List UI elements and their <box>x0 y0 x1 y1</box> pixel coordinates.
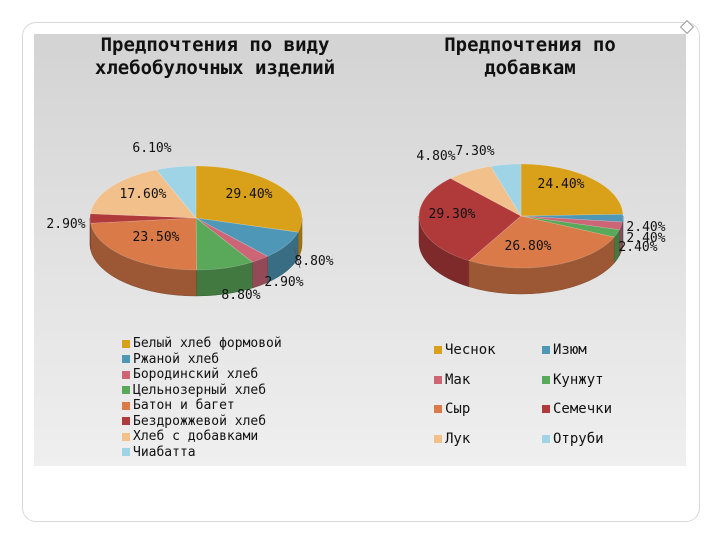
pie-slice-Чиабатта <box>155 165 197 219</box>
legend-swatch <box>434 375 442 384</box>
data-label: 8.80% <box>294 254 333 269</box>
legend-label: Сыр <box>445 401 471 417</box>
legend-item: Чеснок <box>434 342 496 358</box>
legend-swatch <box>122 401 130 410</box>
leader-line <box>293 246 301 269</box>
data-label: 17.60% <box>120 187 167 202</box>
pie-slice-Изюм <box>520 213 624 223</box>
data-label: 29.40% <box>226 187 273 202</box>
legend-swatch <box>122 417 130 426</box>
legend-swatch <box>122 339 130 348</box>
legend-label: Семечки <box>553 401 613 417</box>
legend-swatch <box>122 448 130 457</box>
data-label: 2.40% <box>626 231 665 246</box>
data-label: 2.40% <box>626 220 665 235</box>
legend-swatch <box>122 432 130 441</box>
legend-label: Отруби <box>553 430 604 447</box>
pie-slice-Бородинский хлеб <box>195 217 269 263</box>
legend-item: Батон и багет <box>122 398 282 414</box>
legend-item: Цельнозерный хлеб <box>122 383 282 399</box>
legend-item: Бездрожжевой хлеб <box>122 414 282 430</box>
data-label: 8.80% <box>221 288 260 303</box>
legend-swatch <box>542 375 550 384</box>
pie-slice-Лук <box>449 166 522 217</box>
data-label: 23.50% <box>133 230 180 245</box>
chart-title-additives: Предпочтения по добавкам <box>444 34 616 79</box>
pie-slice-Ржаной хлеб <box>195 217 299 257</box>
legend-label: Чеснок <box>445 342 496 358</box>
legend-item: Сыр <box>434 401 470 417</box>
data-label: 2.40% <box>618 240 657 255</box>
pie-slice-Белый хлеб формовой <box>195 165 303 233</box>
legend-swatch <box>542 434 550 443</box>
pie-slice-Хлеб с добавками <box>90 169 197 219</box>
legend-item: Лук <box>434 431 470 447</box>
pie-slice-Отруби <box>490 163 522 218</box>
pie-slice-Батон и багет <box>90 217 197 271</box>
legend-swatch <box>122 386 130 395</box>
legend-label: Цельнозерный хлеб <box>133 382 267 398</box>
legend-item: Семечки <box>542 401 612 417</box>
data-label: 29.30% <box>429 207 476 222</box>
legend-item: Белый хлеб формовой <box>122 336 282 352</box>
legend-additives: Чеснок Изюм Мак Кунжут Сыр Семечки Лук Отруби <box>434 342 654 452</box>
legend-item: Ржаной хлеб <box>122 352 282 368</box>
legend-item: Изюм <box>542 342 587 358</box>
pie-chart-1: 24.40%2.40%2.40%2.40%26.80%29.30%7.30%4.… <box>416 144 666 295</box>
data-label: 4.80% <box>416 149 455 164</box>
legend-swatch <box>122 355 130 364</box>
legend-label: Мак <box>445 371 471 388</box>
legend-label: Изюм <box>553 342 587 358</box>
pie-slice-Семечки <box>418 178 522 262</box>
data-label: 6.10% <box>132 141 171 156</box>
data-label: 26.80% <box>505 239 552 254</box>
legend-label: Хлеб с добавками <box>133 429 259 445</box>
pie-slice-Мак <box>520 215 623 231</box>
legend-label: Лук <box>445 430 471 447</box>
legend-label: Бездрожжевой хлеб <box>133 413 267 429</box>
legend-item: Отруби <box>542 431 604 447</box>
pie-chart-0: 29.40% 8.80% 2.90% 8.80% 23.50% 2.90% 17.60% 6.… <box>46 141 333 303</box>
legend-swatch <box>122 370 130 379</box>
data-label: 24.40% <box>538 177 585 192</box>
legend-label: Ржаной хлеб <box>133 351 220 367</box>
data-label: 7.30% <box>455 144 494 159</box>
legend-item: Мак <box>434 372 470 388</box>
pie-slice-Кунжут <box>520 215 620 238</box>
legend-item: Кунжут <box>542 372 604 388</box>
legend-swatch <box>542 346 550 354</box>
pie-slice-Цельнозерный хлеб <box>195 217 253 271</box>
data-label: 2.90% <box>264 275 303 290</box>
legend-label: Чиабатта <box>133 444 196 460</box>
legend-swatch <box>434 405 442 413</box>
legend-label: Батон и багет <box>133 398 235 414</box>
legend-swatch <box>542 405 550 413</box>
pie-slice-Бездрожжевой хлеб <box>89 213 197 224</box>
legend-item: Чиабатта <box>122 445 282 461</box>
legend-bread-types: Белый хлеб формовой Ржаной хлеб Бородински… <box>122 336 282 460</box>
chart-title-bread-types: Предпочтения по виду хлебобулочных издел… <box>94 34 336 79</box>
legend-swatch <box>434 346 442 354</box>
legend-label: Кунжут <box>553 371 604 388</box>
legend-label: Бородинский хлеб <box>133 367 259 383</box>
pie-slice-Сыр <box>468 215 615 269</box>
legend-item: Хлеб с добавками <box>122 429 282 445</box>
data-label: 2.90% <box>46 217 85 232</box>
legend-swatch <box>434 434 442 443</box>
legend-item: Бородинский хлеб <box>122 367 282 383</box>
pie-slice-Чеснок <box>520 163 624 217</box>
legend-label: Белый хлеб формовой <box>133 336 282 352</box>
